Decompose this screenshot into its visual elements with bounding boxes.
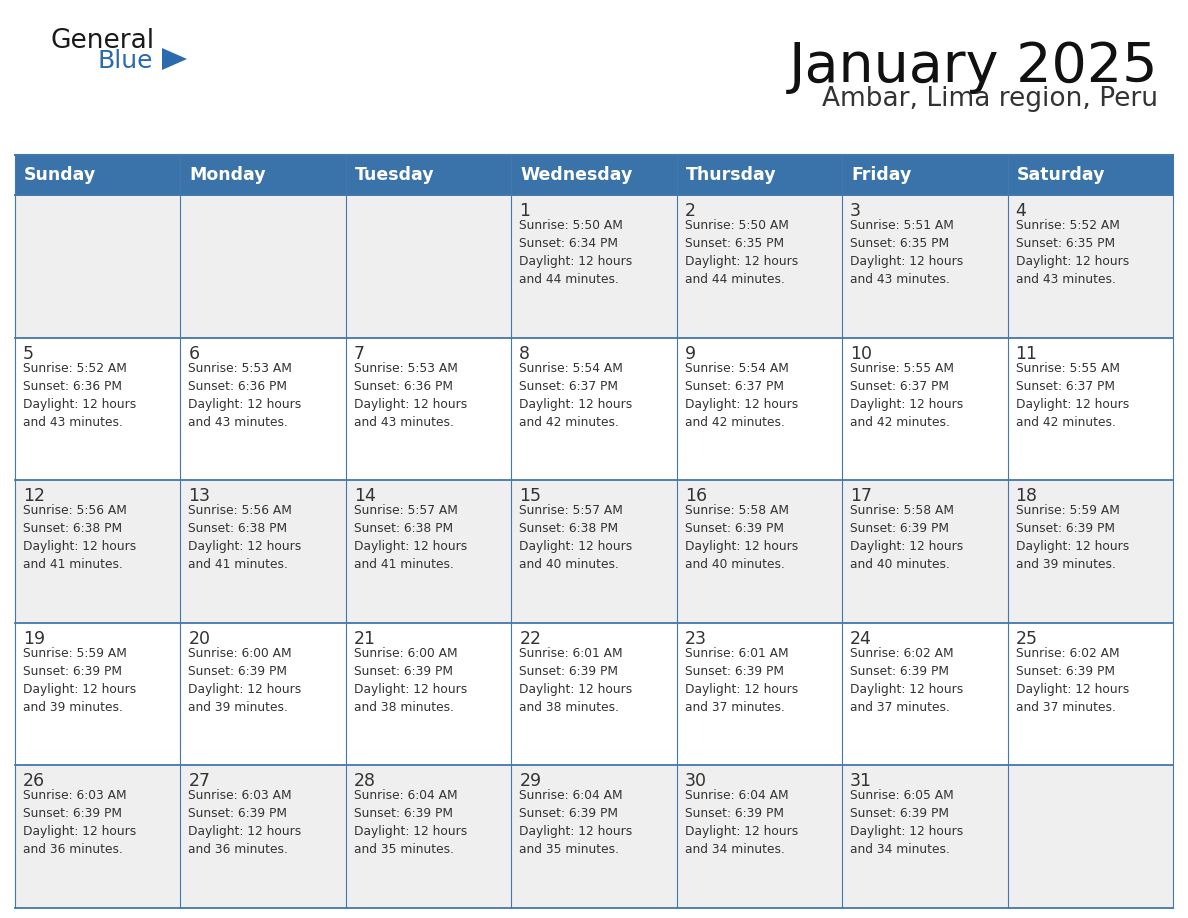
Text: Sunrise: 5:59 AM
Sunset: 6:39 PM
Daylight: 12 hours
and 39 minutes.: Sunrise: 5:59 AM Sunset: 6:39 PM Dayligh… xyxy=(23,647,137,714)
Text: Sunrise: 6:04 AM
Sunset: 6:39 PM
Daylight: 12 hours
and 35 minutes.: Sunrise: 6:04 AM Sunset: 6:39 PM Dayligh… xyxy=(354,789,467,856)
Text: Sunrise: 6:01 AM
Sunset: 6:39 PM
Daylight: 12 hours
and 37 minutes.: Sunrise: 6:01 AM Sunset: 6:39 PM Dayligh… xyxy=(684,647,798,714)
Bar xyxy=(15,338,1173,480)
Text: 14: 14 xyxy=(354,487,375,505)
Text: 13: 13 xyxy=(189,487,210,505)
Text: Saturday: Saturday xyxy=(1017,166,1105,184)
Text: 16: 16 xyxy=(684,487,707,505)
Text: Sunrise: 5:51 AM
Sunset: 6:35 PM
Daylight: 12 hours
and 43 minutes.: Sunrise: 5:51 AM Sunset: 6:35 PM Dayligh… xyxy=(851,219,963,286)
Text: 31: 31 xyxy=(851,772,872,790)
Text: Sunrise: 5:58 AM
Sunset: 6:39 PM
Daylight: 12 hours
and 40 minutes.: Sunrise: 5:58 AM Sunset: 6:39 PM Dayligh… xyxy=(851,504,963,571)
Text: Sunrise: 5:57 AM
Sunset: 6:38 PM
Daylight: 12 hours
and 41 minutes.: Sunrise: 5:57 AM Sunset: 6:38 PM Dayligh… xyxy=(354,504,467,571)
Text: 19: 19 xyxy=(23,630,45,648)
Text: Sunrise: 5:53 AM
Sunset: 6:36 PM
Daylight: 12 hours
and 43 minutes.: Sunrise: 5:53 AM Sunset: 6:36 PM Dayligh… xyxy=(189,362,302,429)
Text: 8: 8 xyxy=(519,344,530,363)
Text: Friday: Friday xyxy=(851,166,911,184)
Text: Sunrise: 5:54 AM
Sunset: 6:37 PM
Daylight: 12 hours
and 42 minutes.: Sunrise: 5:54 AM Sunset: 6:37 PM Dayligh… xyxy=(684,362,798,429)
Text: Sunrise: 5:54 AM
Sunset: 6:37 PM
Daylight: 12 hours
and 42 minutes.: Sunrise: 5:54 AM Sunset: 6:37 PM Dayligh… xyxy=(519,362,632,429)
Text: 28: 28 xyxy=(354,772,375,790)
Text: 4: 4 xyxy=(1016,202,1026,220)
Bar xyxy=(15,155,1173,195)
Text: Ambar, Lima region, Peru: Ambar, Lima region, Peru xyxy=(822,86,1158,112)
Text: Wednesday: Wednesday xyxy=(520,166,633,184)
Text: 27: 27 xyxy=(189,772,210,790)
Text: Sunrise: 5:59 AM
Sunset: 6:39 PM
Daylight: 12 hours
and 39 minutes.: Sunrise: 5:59 AM Sunset: 6:39 PM Dayligh… xyxy=(1016,504,1129,571)
Text: Sunrise: 6:03 AM
Sunset: 6:39 PM
Daylight: 12 hours
and 36 minutes.: Sunrise: 6:03 AM Sunset: 6:39 PM Dayligh… xyxy=(23,789,137,856)
Text: Sunday: Sunday xyxy=(24,166,96,184)
Text: Sunrise: 5:56 AM
Sunset: 6:38 PM
Daylight: 12 hours
and 41 minutes.: Sunrise: 5:56 AM Sunset: 6:38 PM Dayligh… xyxy=(23,504,137,571)
Text: Sunrise: 5:58 AM
Sunset: 6:39 PM
Daylight: 12 hours
and 40 minutes.: Sunrise: 5:58 AM Sunset: 6:39 PM Dayligh… xyxy=(684,504,798,571)
Text: 20: 20 xyxy=(189,630,210,648)
Text: 10: 10 xyxy=(851,344,872,363)
Text: Sunrise: 5:50 AM
Sunset: 6:35 PM
Daylight: 12 hours
and 44 minutes.: Sunrise: 5:50 AM Sunset: 6:35 PM Dayligh… xyxy=(684,219,798,286)
Text: Sunrise: 6:02 AM
Sunset: 6:39 PM
Daylight: 12 hours
and 37 minutes.: Sunrise: 6:02 AM Sunset: 6:39 PM Dayligh… xyxy=(851,647,963,714)
Text: Sunrise: 6:05 AM
Sunset: 6:39 PM
Daylight: 12 hours
and 34 minutes.: Sunrise: 6:05 AM Sunset: 6:39 PM Dayligh… xyxy=(851,789,963,856)
Text: 6: 6 xyxy=(189,344,200,363)
Polygon shape xyxy=(162,48,187,70)
Text: 3: 3 xyxy=(851,202,861,220)
Text: 12: 12 xyxy=(23,487,45,505)
Text: 23: 23 xyxy=(684,630,707,648)
Text: 29: 29 xyxy=(519,772,542,790)
Text: 5: 5 xyxy=(23,344,34,363)
Text: 7: 7 xyxy=(354,344,365,363)
Text: Sunrise: 6:01 AM
Sunset: 6:39 PM
Daylight: 12 hours
and 38 minutes.: Sunrise: 6:01 AM Sunset: 6:39 PM Dayligh… xyxy=(519,647,632,714)
Text: 1: 1 xyxy=(519,202,530,220)
Bar xyxy=(15,622,1173,766)
Text: Thursday: Thursday xyxy=(685,166,776,184)
Text: 11: 11 xyxy=(1016,344,1037,363)
Text: January 2025: January 2025 xyxy=(789,40,1158,94)
Text: 17: 17 xyxy=(851,487,872,505)
Text: Sunrise: 5:56 AM
Sunset: 6:38 PM
Daylight: 12 hours
and 41 minutes.: Sunrise: 5:56 AM Sunset: 6:38 PM Dayligh… xyxy=(189,504,302,571)
Text: Blue: Blue xyxy=(97,49,153,73)
Text: 30: 30 xyxy=(684,772,707,790)
Bar xyxy=(15,195,1173,338)
Text: 2: 2 xyxy=(684,202,696,220)
Bar xyxy=(15,480,1173,622)
Text: 18: 18 xyxy=(1016,487,1037,505)
Text: Sunrise: 5:55 AM
Sunset: 6:37 PM
Daylight: 12 hours
and 42 minutes.: Sunrise: 5:55 AM Sunset: 6:37 PM Dayligh… xyxy=(851,362,963,429)
Text: Sunrise: 6:03 AM
Sunset: 6:39 PM
Daylight: 12 hours
and 36 minutes.: Sunrise: 6:03 AM Sunset: 6:39 PM Dayligh… xyxy=(189,789,302,856)
Text: 25: 25 xyxy=(1016,630,1037,648)
Text: Sunrise: 6:00 AM
Sunset: 6:39 PM
Daylight: 12 hours
and 38 minutes.: Sunrise: 6:00 AM Sunset: 6:39 PM Dayligh… xyxy=(354,647,467,714)
Text: 24: 24 xyxy=(851,630,872,648)
Text: Sunrise: 6:04 AM
Sunset: 6:39 PM
Daylight: 12 hours
and 34 minutes.: Sunrise: 6:04 AM Sunset: 6:39 PM Dayligh… xyxy=(684,789,798,856)
Text: Sunrise: 5:57 AM
Sunset: 6:38 PM
Daylight: 12 hours
and 40 minutes.: Sunrise: 5:57 AM Sunset: 6:38 PM Dayligh… xyxy=(519,504,632,571)
Text: 21: 21 xyxy=(354,630,375,648)
Bar xyxy=(15,766,1173,908)
Text: Sunrise: 6:04 AM
Sunset: 6:39 PM
Daylight: 12 hours
and 35 minutes.: Sunrise: 6:04 AM Sunset: 6:39 PM Dayligh… xyxy=(519,789,632,856)
Text: Sunrise: 6:02 AM
Sunset: 6:39 PM
Daylight: 12 hours
and 37 minutes.: Sunrise: 6:02 AM Sunset: 6:39 PM Dayligh… xyxy=(1016,647,1129,714)
Text: General: General xyxy=(50,28,154,54)
Text: 26: 26 xyxy=(23,772,45,790)
Text: 15: 15 xyxy=(519,487,542,505)
Text: 9: 9 xyxy=(684,344,696,363)
Text: Sunrise: 6:00 AM
Sunset: 6:39 PM
Daylight: 12 hours
and 39 minutes.: Sunrise: 6:00 AM Sunset: 6:39 PM Dayligh… xyxy=(189,647,302,714)
Text: Sunrise: 5:50 AM
Sunset: 6:34 PM
Daylight: 12 hours
and 44 minutes.: Sunrise: 5:50 AM Sunset: 6:34 PM Dayligh… xyxy=(519,219,632,286)
Text: Sunrise: 5:53 AM
Sunset: 6:36 PM
Daylight: 12 hours
and 43 minutes.: Sunrise: 5:53 AM Sunset: 6:36 PM Dayligh… xyxy=(354,362,467,429)
Text: 22: 22 xyxy=(519,630,542,648)
Text: Tuesday: Tuesday xyxy=(355,166,435,184)
Text: Monday: Monday xyxy=(189,166,266,184)
Text: Sunrise: 5:52 AM
Sunset: 6:35 PM
Daylight: 12 hours
and 43 minutes.: Sunrise: 5:52 AM Sunset: 6:35 PM Dayligh… xyxy=(1016,219,1129,286)
Text: Sunrise: 5:52 AM
Sunset: 6:36 PM
Daylight: 12 hours
and 43 minutes.: Sunrise: 5:52 AM Sunset: 6:36 PM Dayligh… xyxy=(23,362,137,429)
Text: Sunrise: 5:55 AM
Sunset: 6:37 PM
Daylight: 12 hours
and 42 minutes.: Sunrise: 5:55 AM Sunset: 6:37 PM Dayligh… xyxy=(1016,362,1129,429)
